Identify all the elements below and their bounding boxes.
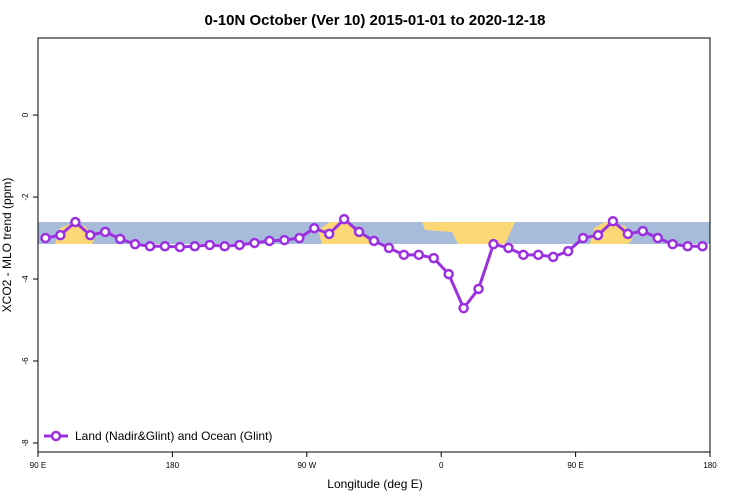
point bbox=[338, 213, 350, 225]
y-tick-label: -6 bbox=[21, 357, 30, 365]
legend-label: Land (Nadir&Glint) and Ocean (Glint) bbox=[75, 429, 272, 443]
point bbox=[577, 232, 589, 244]
point bbox=[473, 283, 484, 295]
point bbox=[234, 239, 245, 251]
point bbox=[204, 239, 215, 251]
point bbox=[70, 216, 81, 228]
chart-title: 0-10N October (Ver 10) 2015-01-01 to 202… bbox=[204, 12, 545, 29]
map-band bbox=[38, 222, 710, 244]
point bbox=[533, 249, 544, 261]
point bbox=[592, 229, 604, 241]
land bbox=[422, 222, 515, 244]
point bbox=[219, 240, 230, 252]
y-tick-label: -4 bbox=[21, 275, 30, 283]
point bbox=[323, 228, 335, 240]
point bbox=[428, 252, 439, 264]
point bbox=[294, 232, 305, 244]
point bbox=[309, 222, 320, 234]
point bbox=[99, 226, 111, 238]
point bbox=[189, 240, 201, 252]
x-axis-label: Longitude (deg E) bbox=[327, 477, 422, 491]
y-tick-label: -8 bbox=[21, 439, 30, 447]
point bbox=[518, 249, 529, 261]
point bbox=[652, 232, 663, 244]
point bbox=[488, 238, 499, 250]
x-tick-label: 90 W bbox=[297, 461, 316, 470]
point bbox=[144, 240, 156, 252]
point bbox=[129, 238, 141, 250]
point bbox=[40, 232, 51, 244]
point bbox=[85, 229, 96, 241]
point bbox=[398, 249, 410, 261]
point bbox=[682, 240, 693, 252]
point bbox=[353, 226, 365, 238]
point bbox=[279, 234, 290, 246]
plot-frame bbox=[37, 37, 711, 453]
point bbox=[55, 229, 66, 241]
legend-marker bbox=[50, 430, 62, 442]
point bbox=[413, 249, 425, 261]
x-tick-label: 0 bbox=[439, 461, 444, 470]
point bbox=[458, 302, 469, 314]
point bbox=[383, 242, 395, 254]
y-tick-label: -2 bbox=[21, 193, 30, 201]
point bbox=[368, 235, 380, 247]
x-tick-label: 90 E bbox=[30, 461, 46, 470]
point bbox=[637, 225, 649, 237]
point bbox=[697, 240, 708, 252]
x-tick-label: 180 bbox=[166, 461, 180, 470]
point bbox=[547, 251, 559, 263]
point bbox=[443, 268, 454, 280]
point bbox=[622, 228, 634, 240]
y-tick-label: 0 bbox=[21, 112, 30, 117]
point bbox=[249, 237, 260, 249]
point bbox=[503, 242, 514, 254]
point bbox=[174, 241, 186, 253]
point bbox=[607, 215, 619, 227]
point bbox=[264, 235, 275, 247]
point bbox=[159, 240, 171, 252]
point bbox=[667, 238, 678, 250]
point bbox=[562, 245, 574, 257]
point bbox=[114, 233, 126, 245]
x-tick-label: 90 E bbox=[567, 461, 583, 470]
x-tick-label: 180 bbox=[703, 461, 717, 470]
ocean-band bbox=[38, 222, 710, 244]
y-axis-label: XCO2 - MLO trend (ppm) bbox=[0, 178, 14, 313]
